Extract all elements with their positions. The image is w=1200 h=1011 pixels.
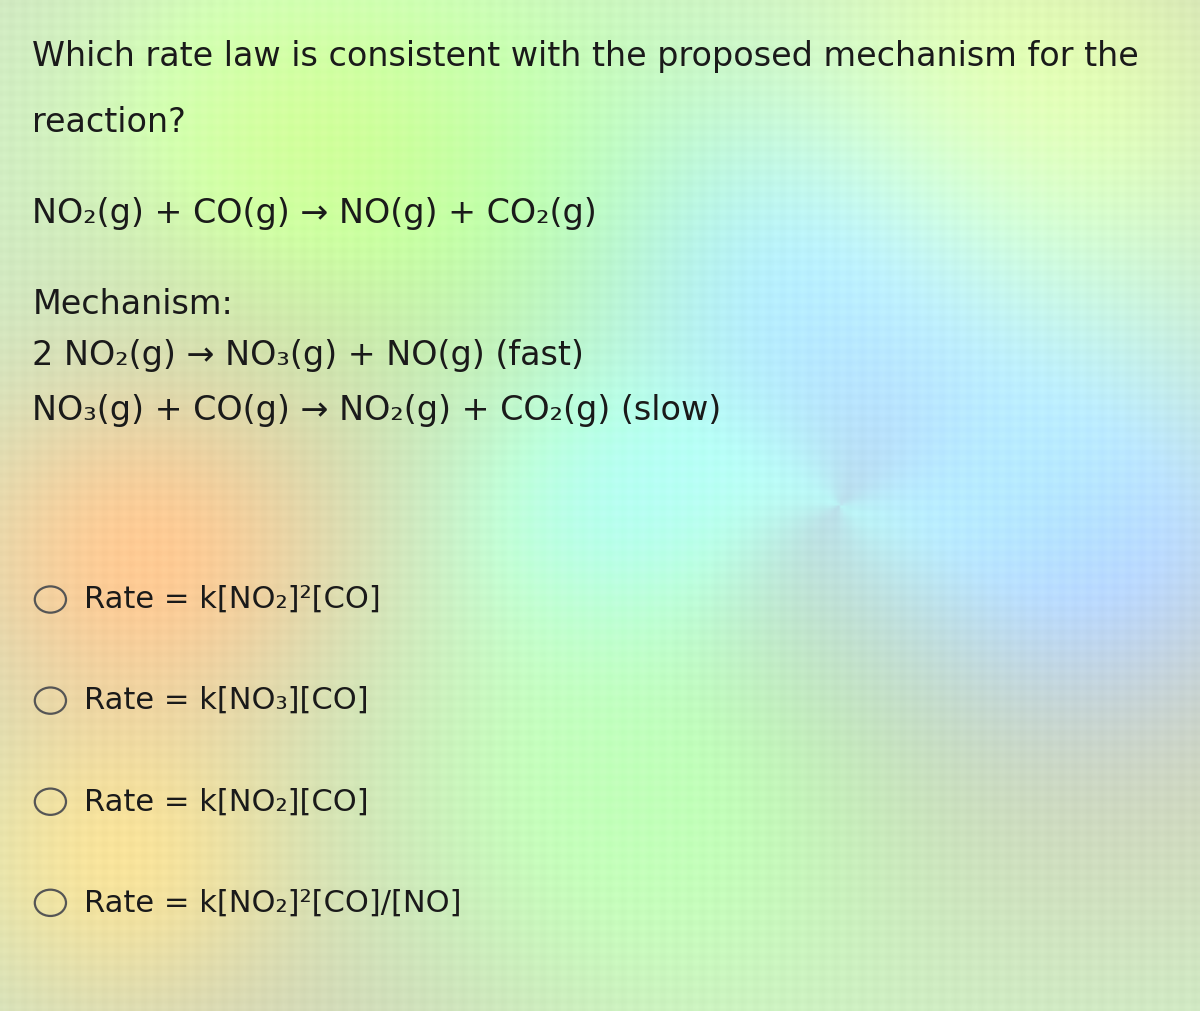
Text: reaction?: reaction? [32, 106, 186, 140]
Text: Which rate law is consistent with the proposed mechanism for the: Which rate law is consistent with the pr… [32, 40, 1139, 74]
Text: NO₃(g) + CO(g) → NO₂(g) + CO₂(g) (slow): NO₃(g) + CO(g) → NO₂(g) + CO₂(g) (slow) [32, 394, 721, 428]
Text: Rate = k[NO₂]²[CO]/[NO]: Rate = k[NO₂]²[CO]/[NO] [84, 889, 462, 917]
Text: 2 NO₂(g) → NO₃(g) + NO(g) (fast): 2 NO₂(g) → NO₃(g) + NO(g) (fast) [32, 339, 584, 372]
Text: Rate = k[NO₃][CO]: Rate = k[NO₃][CO] [84, 686, 368, 715]
Text: Rate = k[NO₂][CO]: Rate = k[NO₂][CO] [84, 788, 368, 816]
Text: NO₂(g) + CO(g) → NO(g) + CO₂(g): NO₂(g) + CO(g) → NO(g) + CO₂(g) [32, 197, 598, 231]
Text: Mechanism:: Mechanism: [32, 288, 233, 321]
Text: Rate = k[NO₂]²[CO]: Rate = k[NO₂]²[CO] [84, 585, 380, 614]
